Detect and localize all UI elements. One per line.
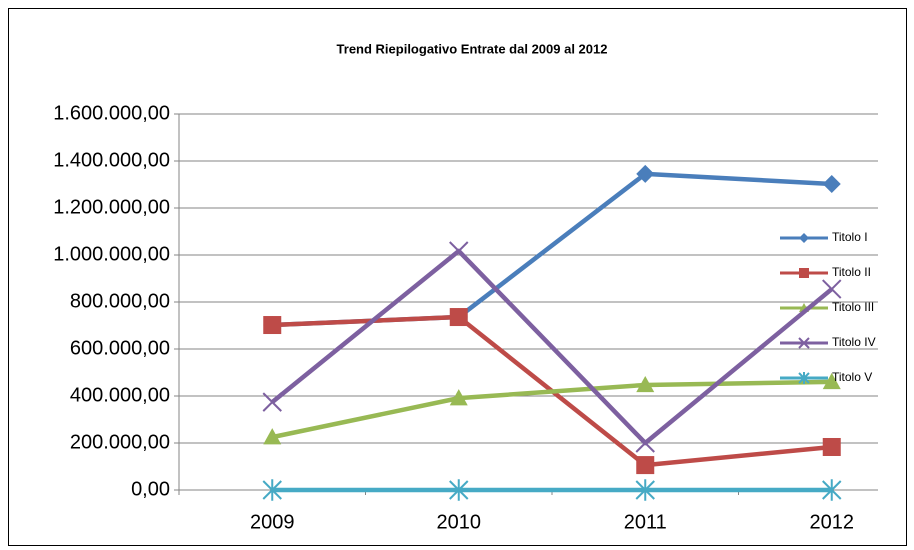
legend-label: Titolo II	[832, 265, 871, 279]
marker	[798, 372, 810, 384]
legend-label: Titolo III	[832, 300, 874, 314]
marker	[635, 433, 655, 453]
chart-title: Trend Riepilogativo Entrate dal 2009 al …	[337, 41, 608, 56]
x-tick-label: 2010	[437, 511, 482, 533]
marker	[449, 308, 468, 327]
marker	[262, 479, 282, 501]
marker	[822, 437, 841, 456]
marker	[822, 479, 842, 501]
marker	[822, 175, 841, 194]
y-tick-label: 1.000.000,00	[53, 243, 170, 265]
marker	[636, 456, 655, 475]
marker	[449, 479, 469, 501]
marker	[635, 479, 655, 501]
marker	[798, 337, 810, 349]
marker	[822, 279, 842, 299]
marker	[799, 233, 809, 243]
y-tick-label: 0,00	[131, 478, 170, 500]
marker	[799, 268, 809, 278]
legend-label: Titolo IV	[832, 335, 876, 349]
marker	[263, 428, 282, 445]
marker	[636, 164, 655, 183]
series-line	[270, 248, 834, 446]
marker	[449, 389, 468, 406]
marker	[822, 372, 841, 390]
y-tick-label: 600.000,00	[70, 337, 170, 359]
marker	[263, 316, 282, 335]
y-tick-label: 200.000,00	[70, 431, 170, 453]
marker	[449, 241, 469, 261]
y-tick-label: 800.000,00	[70, 290, 170, 312]
y-tick-label: 400.000,00	[70, 384, 170, 406]
legend-label: Titolo I	[832, 230, 868, 244]
x-tick-label: 2012	[810, 511, 855, 533]
y-tick-label: 1.200.000,00	[53, 196, 170, 218]
x-tick-label: 2011	[624, 511, 667, 533]
x-tick-label: 2009	[250, 511, 295, 533]
y-tick-label: 1.600.000,00	[53, 102, 170, 124]
marker	[636, 375, 655, 393]
legend-label: Titolo V	[832, 370, 872, 384]
series-line	[271, 379, 832, 440]
y-tick-label: 1.400.000,00	[53, 149, 170, 171]
chart-border	[8, 8, 907, 546]
marker	[262, 392, 282, 412]
